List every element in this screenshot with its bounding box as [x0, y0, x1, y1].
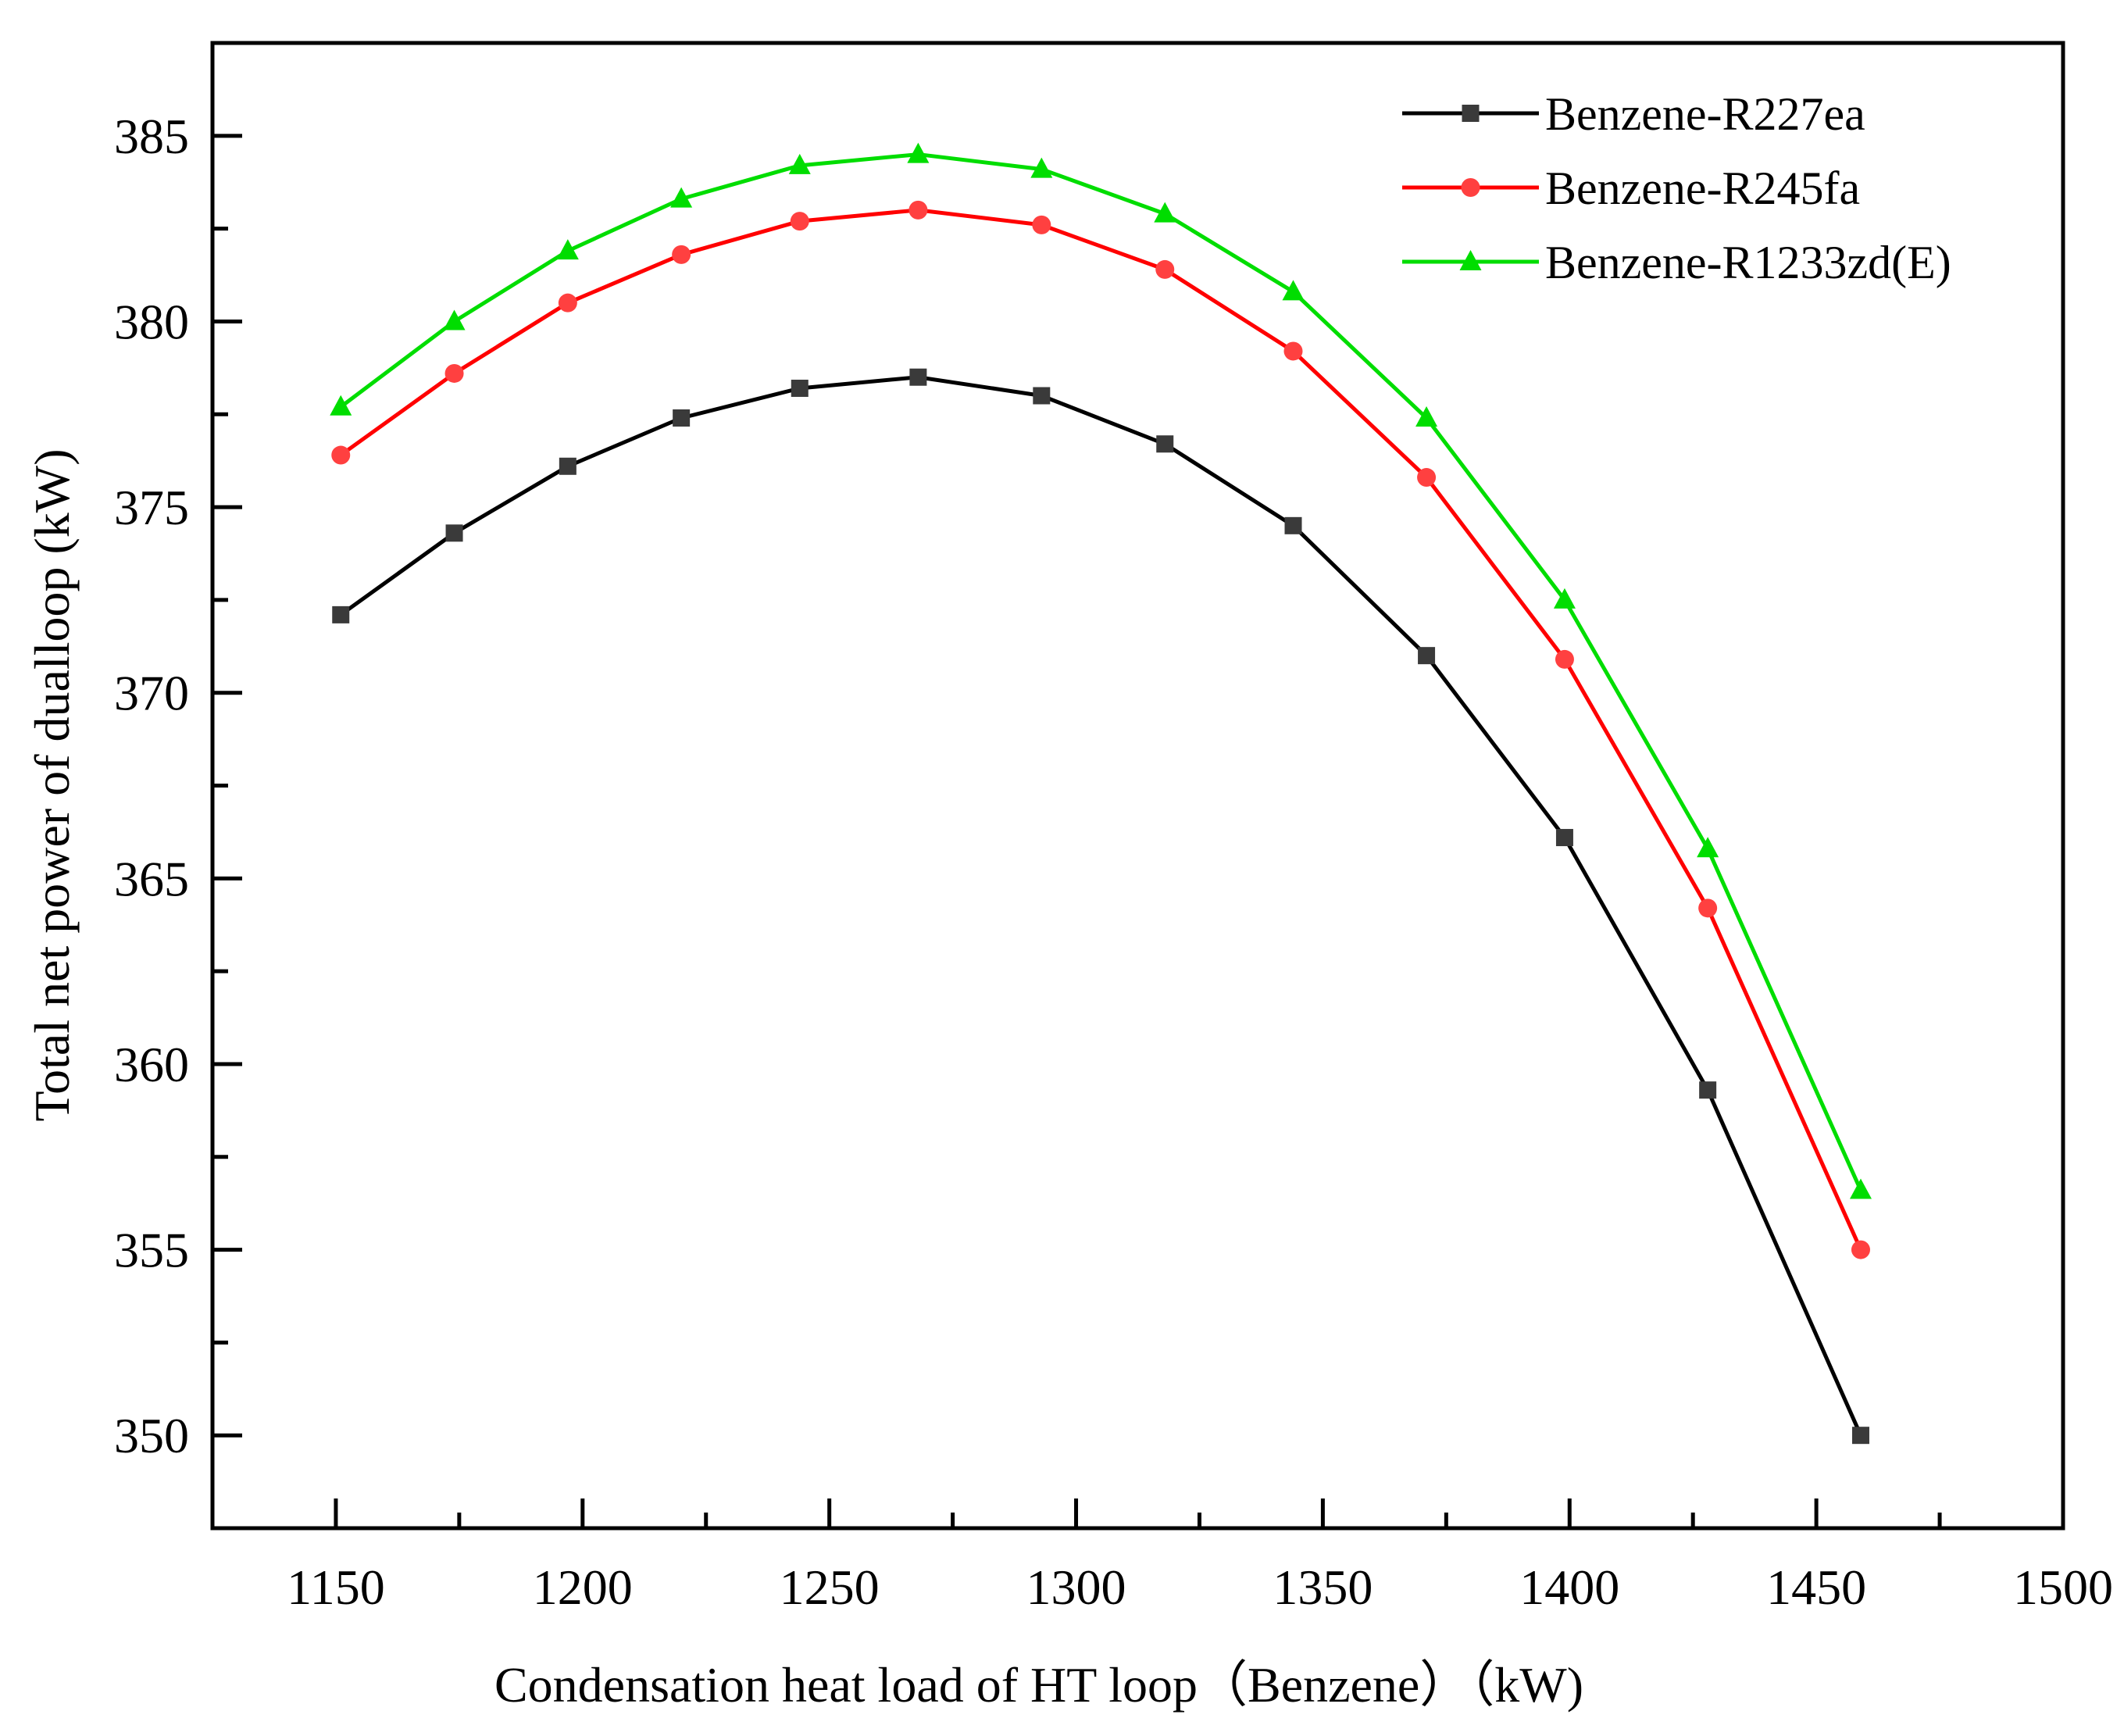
legend: Benzene-R227ea Benzene-R245fa Benzene-R123…: [1402, 88, 1951, 288]
data-point: [788, 153, 811, 174]
data-point: [790, 212, 809, 231]
y-axis: 350 355 360 365 370 375 380 385: [114, 41, 242, 1531]
x-tick-label: 1150: [287, 1559, 385, 1615]
data-point: [1555, 829, 1573, 847]
data-point: [673, 409, 691, 427]
data-point: [1282, 280, 1305, 301]
x-axis: 1150 1200 1250 1300 1350 1400 1450 1500: [287, 1498, 2113, 1615]
data-point: [1284, 516, 1302, 534]
data-point: [1851, 1240, 1870, 1259]
legend-swatch-marker: [1462, 105, 1480, 122]
data-point: [907, 142, 930, 163]
data-point: [1698, 898, 1718, 918]
x-tick-label: 1300: [1026, 1559, 1126, 1615]
data-point: [1699, 1081, 1717, 1099]
y-tick-label: 360: [114, 1037, 189, 1092]
data-point: [443, 309, 466, 330]
y-tick-label: 380: [114, 294, 189, 349]
y-tick-label: 370: [114, 666, 189, 721]
data-point: [559, 457, 577, 475]
data-point: [1154, 202, 1176, 223]
series-line: [339, 208, 1863, 1251]
data-point: [558, 293, 577, 313]
legend-label: Benzene-R227ea: [1545, 88, 1865, 140]
data-point: [1553, 588, 1576, 609]
x-tick-label: 1450: [1766, 1559, 1866, 1615]
data-point: [332, 605, 350, 623]
data-point: [1033, 387, 1051, 405]
series-markers: [330, 142, 1872, 1445]
legend-label: Benzene-R245fa: [1545, 163, 1860, 214]
y-tick-label: 355: [114, 1223, 189, 1278]
series-line: [339, 375, 1863, 1437]
data-point: [1283, 341, 1303, 361]
data-point: [444, 363, 464, 383]
data-point: [909, 200, 928, 220]
y-tick-label: 350: [114, 1408, 189, 1463]
data-point: [331, 445, 351, 465]
data-point: [670, 187, 693, 208]
y-tick-label: 385: [114, 109, 189, 164]
legend-swatch-marker: [1459, 250, 1482, 270]
data-point: [791, 379, 809, 397]
data-point: [1417, 468, 1437, 488]
x-tick-label: 1200: [533, 1559, 633, 1615]
data-point: [1851, 1427, 1869, 1445]
data-point: [330, 395, 352, 416]
legend-label: Benzene-R1233zd(E): [1545, 237, 1951, 288]
data-point: [1418, 647, 1436, 665]
x-axis-title: Condensation heat load of HT loop（Benzen…: [494, 1657, 1583, 1713]
series-lines: [339, 152, 1863, 1437]
y-tick-label: 365: [114, 851, 189, 906]
data-point: [1156, 435, 1174, 453]
data-point: [909, 368, 927, 386]
data-point: [1555, 649, 1574, 669]
data-point: [672, 245, 691, 264]
x-tick-label: 1250: [780, 1559, 880, 1615]
y-axis-title: Total net power of dualloop (kW): [24, 448, 80, 1121]
data-point: [556, 239, 579, 260]
data-point: [1415, 406, 1438, 427]
data-point: [1030, 157, 1053, 178]
x-tick-label: 1400: [1519, 1559, 1619, 1615]
y-tick-label: 375: [114, 480, 189, 535]
data-point: [1032, 215, 1051, 234]
data-point: [1849, 1178, 1872, 1199]
x-tick-label: 1500: [2013, 1559, 2113, 1615]
data-point: [1155, 259, 1175, 279]
data-point: [445, 524, 463, 542]
data-point: [1697, 837, 1719, 858]
x-tick-label: 1350: [1273, 1559, 1373, 1615]
legend-swatch-marker: [1461, 178, 1480, 197]
